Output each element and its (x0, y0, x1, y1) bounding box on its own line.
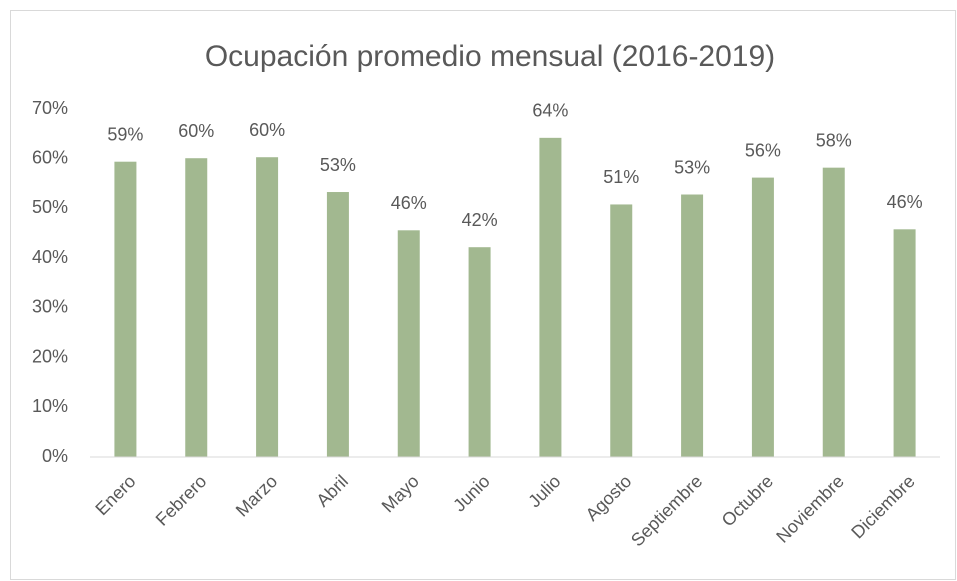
data-label: 56% (745, 140, 781, 160)
y-tick-label: 0% (42, 446, 68, 466)
y-tick-label: 10% (32, 396, 68, 416)
bar (822, 167, 845, 458)
data-label: 46% (391, 193, 427, 213)
bar (610, 204, 633, 457)
data-label: 60% (178, 121, 214, 141)
y-tick-label: 50% (32, 197, 68, 217)
y-tick-label: 30% (32, 297, 68, 317)
bar (256, 157, 279, 458)
bar (468, 247, 491, 457)
data-label: 60% (249, 120, 285, 140)
bar (681, 194, 704, 457)
bar (539, 137, 562, 457)
data-label: 42% (462, 210, 498, 230)
data-label: 59% (107, 124, 143, 144)
data-label: 46% (887, 192, 923, 212)
data-label: 53% (674, 157, 710, 177)
bar (114, 161, 137, 457)
data-label: 64% (532, 101, 568, 121)
bar (397, 230, 420, 457)
data-label: 53% (320, 155, 356, 175)
chart-title: Ocupación promedio mensual (2016-2019) (205, 40, 775, 73)
y-tick-label: 20% (32, 346, 68, 366)
bar (893, 229, 916, 457)
bar (751, 177, 774, 457)
y-tick-label: 70% (32, 98, 68, 118)
y-tick-label: 40% (32, 247, 68, 267)
data-label: 51% (603, 167, 639, 187)
y-tick-label: 60% (32, 147, 68, 167)
bar (326, 192, 349, 457)
bar (185, 158, 208, 457)
data-label: 58% (816, 130, 852, 150)
